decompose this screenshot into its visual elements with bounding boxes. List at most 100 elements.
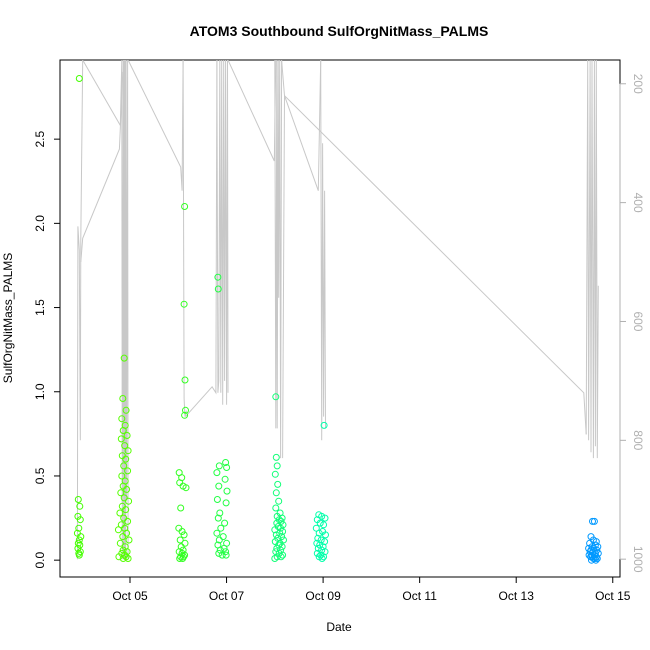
x-tick-label: Oct 13: [499, 589, 535, 603]
data-point: [76, 502, 84, 510]
y-tick-label: 1.5: [33, 299, 47, 316]
data-point: [318, 546, 326, 554]
data-point: [589, 517, 596, 525]
right-axis-tick-label: 400: [631, 193, 645, 213]
pressure-trace-segment: [282, 94, 587, 459]
x-tick-label: Oct 11: [402, 589, 437, 603]
y-tick-label: 2.0: [33, 215, 47, 232]
data-point: [119, 546, 127, 554]
data-point: [114, 526, 122, 534]
pressure-trace-segment: [320, 60, 326, 441]
data-point: [321, 548, 329, 556]
data-point: [176, 555, 184, 562]
x-tick-label: Oct 09: [305, 589, 341, 603]
x-tick-label: Oct 07: [209, 589, 245, 603]
data-point: [215, 482, 223, 490]
data-point: [180, 300, 188, 308]
right-axis-tick-label: 600: [631, 311, 645, 331]
data-point: [177, 553, 185, 561]
data-point: [320, 521, 328, 529]
data-point: [76, 548, 84, 556]
data-point: [181, 539, 189, 547]
data-point: [594, 549, 602, 557]
data-point: [274, 480, 282, 488]
data-point: [115, 553, 123, 561]
data-point: [75, 75, 83, 82]
pressure-trace-segment: [274, 60, 283, 459]
y-tick-label: 0.5: [33, 467, 47, 484]
data-point: [119, 427, 127, 434]
pressure-trace-segment: [585, 60, 599, 459]
data-point: [222, 499, 230, 507]
data-point: [277, 553, 285, 561]
data-point: [277, 517, 285, 525]
data-point: [592, 538, 600, 546]
data-point: [120, 462, 128, 470]
data-point: [118, 472, 126, 480]
data-point: [182, 406, 189, 414]
data-point: [220, 544, 228, 552]
data-point: [122, 406, 130, 414]
data-point: [116, 509, 124, 517]
data-point: [120, 494, 128, 502]
data-point: [125, 497, 133, 505]
data-point: [272, 453, 280, 461]
data-point: [272, 489, 280, 497]
plot-frame: [59, 59, 621, 578]
data-point: [275, 549, 283, 557]
data-point: [272, 504, 280, 512]
data-point: [119, 395, 127, 402]
data-point: [218, 551, 226, 559]
data-point: [321, 514, 329, 522]
pressure-trace-segment: [182, 60, 187, 417]
data-point: [76, 541, 84, 549]
data-point: [213, 469, 221, 477]
right-pressure-axis: 200 400 600 800 1000: [619, 74, 645, 573]
data-point: [320, 553, 328, 561]
data-point: [77, 533, 85, 541]
data-point: [214, 514, 222, 522]
data-point: [271, 526, 279, 534]
data-point: [588, 556, 595, 564]
y-axis-label: SulfOrgNitMass_PALMS: [1, 253, 15, 383]
pressure-trace-segment: [216, 60, 229, 405]
data-point: [275, 497, 283, 505]
data-point: [271, 470, 279, 478]
data-point: [123, 485, 131, 493]
data-point: [215, 462, 223, 470]
chart-title: ATOM3 Southbound SulfOrgNitMass_PALMS: [190, 23, 489, 39]
data-point: [175, 524, 183, 532]
data-point: [313, 549, 321, 557]
pressure-trace-segment: [127, 60, 184, 191]
data-point: [273, 462, 281, 470]
data-point: [215, 549, 223, 557]
data-point: [314, 544, 322, 552]
data-point: [122, 455, 130, 463]
data-point: [316, 519, 324, 527]
data-point: [223, 464, 231, 471]
data-point: [317, 536, 325, 544]
data-point: [223, 487, 231, 495]
data-point: [177, 504, 185, 512]
data-point: [125, 536, 133, 544]
data-point: [222, 459, 230, 466]
pressure-trace-segment: [80, 71, 124, 263]
data-point: [318, 512, 326, 520]
data-point: [216, 509, 224, 517]
data-point: [276, 539, 284, 547]
pressure-trace-segment: [281, 60, 322, 191]
data-point: [222, 551, 230, 559]
data-point: [322, 531, 329, 539]
x-axis-label: Date: [326, 620, 352, 634]
data-point: [118, 415, 126, 423]
data-point: [179, 546, 187, 554]
data-point: [272, 548, 280, 556]
data-point: [123, 432, 131, 439]
data-point: [590, 517, 598, 525]
data-point: [214, 273, 222, 281]
data-point: [119, 555, 127, 562]
data-point: [119, 533, 127, 541]
data-point: [122, 506, 130, 514]
data-point: [312, 524, 320, 532]
data-point: [315, 529, 323, 537]
